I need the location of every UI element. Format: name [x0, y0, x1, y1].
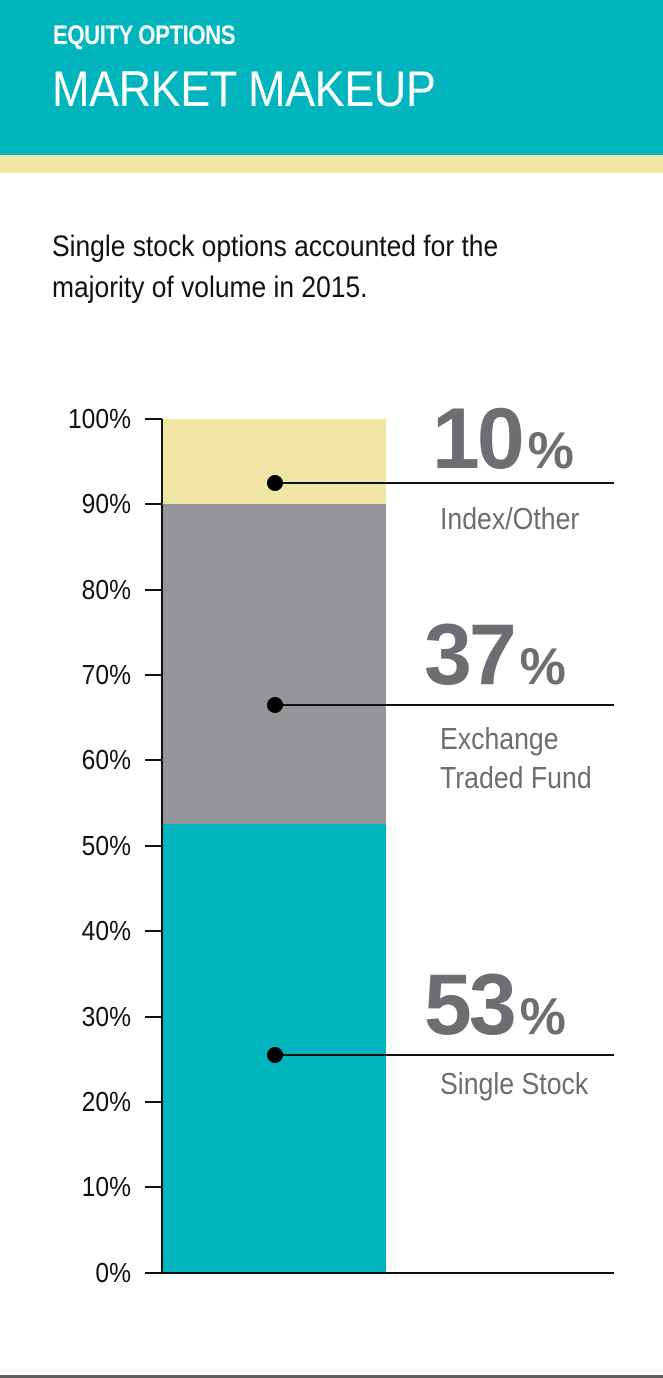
category-label-index-other: Index/Other — [440, 499, 579, 538]
subtitle-line-2: majority of volume in 2015. — [52, 271, 368, 304]
page-title: MARKET MAKEUP — [52, 61, 436, 117]
accent-band — [0, 155, 663, 173]
label-line: Exchange — [440, 721, 559, 756]
y-tick-mark — [145, 759, 162, 761]
y-tick-label: 100% — [67, 403, 131, 434]
y-tick-mark — [145, 1186, 162, 1188]
bar-segment-index-other — [163, 419, 386, 504]
header-kicker: EQUITY OPTIONS — [53, 20, 236, 50]
y-tick-mark — [145, 418, 162, 420]
value-callout-single-stock: 53% — [424, 962, 624, 1048]
y-tick-label: 40% — [81, 915, 131, 946]
value-callout-etf: 37% — [424, 612, 624, 698]
y-tick-label: 50% — [81, 830, 131, 861]
value-callout-index-other: 10% — [432, 396, 632, 482]
bar-segment-etf — [163, 504, 386, 824]
y-tick-label: 10% — [81, 1171, 131, 1202]
y-tick-mark — [145, 503, 162, 505]
value-number: 37 — [424, 607, 517, 703]
y-tick-label: 30% — [81, 1001, 131, 1032]
percent-sign: % — [519, 988, 566, 1046]
y-tick-mark — [145, 930, 162, 932]
chart-subtitle: Single stock options accounted for the m… — [52, 226, 580, 308]
y-tick-label: 90% — [81, 488, 131, 519]
x-axis-baseline — [145, 1272, 614, 1274]
label-line: Traded Fund — [440, 760, 592, 795]
percent-sign: % — [527, 422, 574, 480]
category-label-etf: Exchange Traded Fund — [440, 719, 592, 797]
leader-line — [275, 704, 614, 706]
y-tick-mark — [145, 589, 162, 591]
callout-dot — [267, 1047, 283, 1063]
y-tick-label: 20% — [81, 1086, 131, 1117]
y-tick-mark — [145, 1101, 162, 1103]
category-label-single-stock: Single Stock — [440, 1064, 588, 1103]
callout-dot — [267, 475, 283, 491]
y-tick-label: 0% — [95, 1257, 131, 1288]
callout-dot — [267, 697, 283, 713]
leader-line — [275, 1054, 614, 1056]
value-number: 53 — [424, 957, 517, 1053]
y-tick-label: 60% — [81, 744, 131, 775]
percent-sign: % — [519, 638, 566, 696]
y-tick-mark — [145, 1016, 162, 1018]
y-tick-label: 70% — [81, 659, 131, 690]
header-banner: EQUITY OPTIONS MARKET MAKEUP — [0, 0, 663, 155]
y-axis-line — [161, 419, 163, 1274]
value-number: 10 — [432, 391, 525, 487]
y-tick-mark — [145, 674, 162, 676]
label-line: Single Stock — [440, 1066, 589, 1101]
leader-line — [275, 482, 614, 484]
y-tick-mark — [145, 845, 162, 847]
y-tick-label: 80% — [81, 574, 131, 605]
label-line: Index/Other — [440, 501, 580, 536]
footer-rule — [0, 1375, 663, 1378]
subtitle-line-1: Single stock options accounted for the — [52, 230, 499, 263]
